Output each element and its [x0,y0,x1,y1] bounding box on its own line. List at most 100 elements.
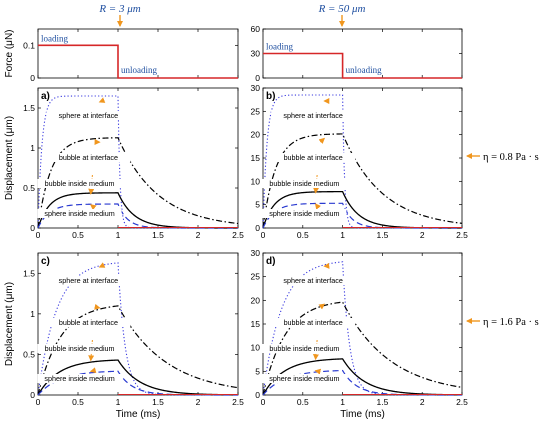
annotation-arrow [90,204,97,211]
y-tick-label: 20 [251,130,261,140]
y-tick-label: 0 [255,223,260,233]
x-tick-label: 0.5 [72,397,84,407]
unloading-label: unloading [346,65,382,75]
series-line-2 [262,133,463,229]
annotation-background [271,318,356,327]
x-tick-label: 2 [420,230,425,240]
radius-large-label: R = 50 μm [318,3,366,15]
annotation-background [271,153,356,162]
annotation-label: sphere at interface [283,276,343,285]
y-tick-label: 0 [30,73,35,83]
time-axis-title: Time (ms) [340,409,385,420]
radius-small-label: R = 3 μm [98,3,140,15]
displacement-axis-title: Displacement (μm) [4,282,15,366]
annotation-label: bubble inside medium [45,179,115,188]
displacement-axis-title: Displacement (μm) [4,116,15,200]
annotation-background [262,209,347,218]
x-tick-label: 1.5 [376,230,388,240]
y-tick-label: 0.1 [23,40,35,50]
annotation-arrow [88,174,95,195]
x-tick-label: 0 [261,230,266,240]
annotation-arrow [98,97,106,103]
x-tick-label: 0 [36,397,41,407]
annotation-arrow [318,137,326,145]
annotation-label: sphere inside medium [269,209,339,218]
x-tick-label: 0.5 [72,230,84,240]
annotation-label: bubble inside medium [45,344,115,353]
y-tick-label: 1.5 [23,268,35,278]
y-tick-label: 30 [251,248,261,258]
series-line-4 [262,202,462,229]
annotation-label: bubble at interface [59,153,118,162]
x-tick-label: 2 [420,397,425,407]
y-tick-label: 10 [251,176,261,186]
annotation-arrow [94,303,101,310]
y-tick-label: 25 [251,272,261,282]
force-axis-title: Force (μN) [4,30,15,78]
annotation-background [262,179,347,188]
annotation-label: sphere at interface [59,111,119,120]
time-axis-title: Time (ms) [116,409,161,420]
chart-force-left: 0 0.1 loading unloading Force (μN) [4,28,239,83]
x-tick-label: 1 [340,397,345,407]
x-tick-label: 1.5 [152,397,164,407]
x-tick-label: 0 [36,230,41,240]
annotation-background [271,276,356,285]
annotation-label: sphere at interface [283,111,343,120]
x-tick-label: 1.5 [376,397,388,407]
annotation-label: sphere inside medium [44,374,114,383]
annotation-background [37,209,122,218]
annotation-label: bubble at interface [284,318,343,327]
y-tick-label: 1.5 [23,103,35,113]
chart-a: 0 0.5 1 1.5 0 0.5 1 1.5 2 2.5 a) sphere at interfac… [4,87,244,240]
y-tick-label: 10 [251,343,261,353]
y-tick-label: 5 [255,366,260,376]
y-tick-label: 20 [251,295,261,305]
y-tick-label: 30 [251,49,261,59]
annotation-background [46,111,131,120]
loading-label: loading [41,33,68,43]
y-tick-label: 5 [255,200,260,210]
y-tick-label: 1 [30,309,35,319]
x-tick-label: 2.5 [232,397,244,407]
annotation-label: sphere inside medium [269,374,339,383]
chart-c: 0 0.5 1 1.5 0 0.5 1 1.5 2 2.5 c) sphere at interfac… [4,252,244,420]
x-tick-label: 1 [116,397,121,407]
x-tick-label: 2.5 [456,230,468,240]
panel-label: d) [266,256,275,267]
x-tick-label: 1 [116,230,121,240]
annotation-arrow [314,203,322,210]
series-line-2 [37,137,239,229]
annotation-arrow [98,262,106,268]
x-tick-label: 0.5 [297,230,309,240]
y-tick-label: 0 [30,390,35,400]
y-tick-label: 30 [251,83,261,93]
viscosity-row2-label: η = 1.6 Pa · s [483,317,539,328]
annotation-background [37,374,122,383]
y-tick-label: 0.5 [23,183,35,193]
annotation-arrow [318,303,326,310]
annotation-background [46,318,131,327]
panel-label: c) [41,256,50,267]
panel-label: a) [41,91,50,102]
y-tick-label: 1 [30,143,35,153]
annotation-label: sphere inside medium [44,209,114,218]
force-series-line [263,52,462,79]
annotation-label: bubble at interface [284,153,343,162]
x-tick-label: 2.5 [456,397,468,407]
annotation-label: sphere at interface [59,276,119,285]
annotation-background [37,179,122,188]
x-tick-label: 0 [261,397,266,407]
annotation-label: bubble inside medium [269,344,339,353]
x-tick-label: 2 [196,230,201,240]
y-tick-label: 25 [251,106,261,116]
chart-d: 0 5 10 15 20 25 30 0 0.5 1 1.5 2 2.5 d) sphere at inte… [251,248,469,420]
y-tick-label: 0 [255,73,260,83]
viscosity-row1-label: η = 0.8 Pa · s [483,152,539,163]
annotation-background [271,111,356,120]
y-tick-label: 0 [30,223,35,233]
force-series-line [38,44,238,79]
x-tick-label: 2 [196,397,201,407]
y-tick-label: 60 [251,24,261,34]
